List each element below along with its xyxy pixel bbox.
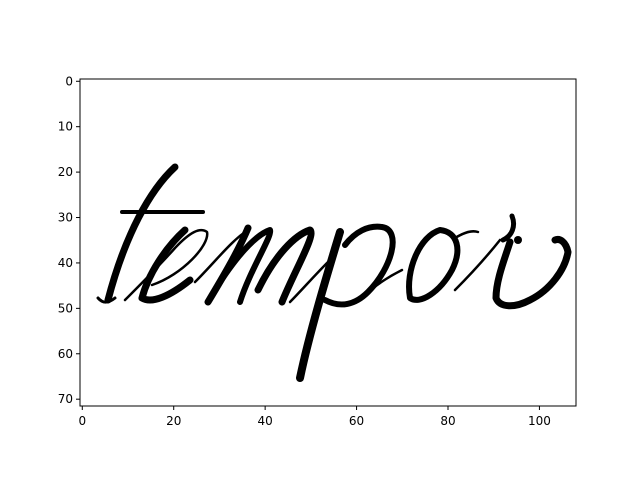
- y-tick-label: 0: [65, 74, 73, 88]
- x-tick-label: 100: [528, 414, 551, 428]
- y-tick-label: 60: [58, 347, 73, 361]
- x-tick-label: 0: [78, 414, 86, 428]
- plot-background: [80, 79, 576, 406]
- y-tick-label: 20: [58, 165, 73, 179]
- y-tick-label: 10: [58, 120, 73, 134]
- plot-frame: [79, 78, 577, 407]
- y-tick-label: 40: [58, 256, 73, 270]
- x-tick-label: 60: [349, 414, 364, 428]
- glyph-m: [193, 224, 330, 306]
- glyph-t: [96, 163, 205, 304]
- y-tick-label: 30: [58, 211, 73, 225]
- glyph-r: [453, 213, 572, 310]
- glyph-e: [123, 226, 209, 304]
- glyph-o: [406, 227, 480, 303]
- glyph-p: [296, 223, 404, 382]
- y-tick-label: 70: [58, 392, 73, 406]
- handwriting-image: [96, 163, 572, 382]
- y-tick-label: 50: [58, 301, 73, 315]
- x-tick-label: 80: [440, 414, 455, 428]
- x-tick-label: 20: [166, 414, 181, 428]
- y-axis: 0 10 20 30 40 50 60 70: [58, 74, 80, 406]
- x-tick-label: 40: [258, 414, 273, 428]
- x-axis: 0 20 40 60 80 100: [78, 406, 551, 428]
